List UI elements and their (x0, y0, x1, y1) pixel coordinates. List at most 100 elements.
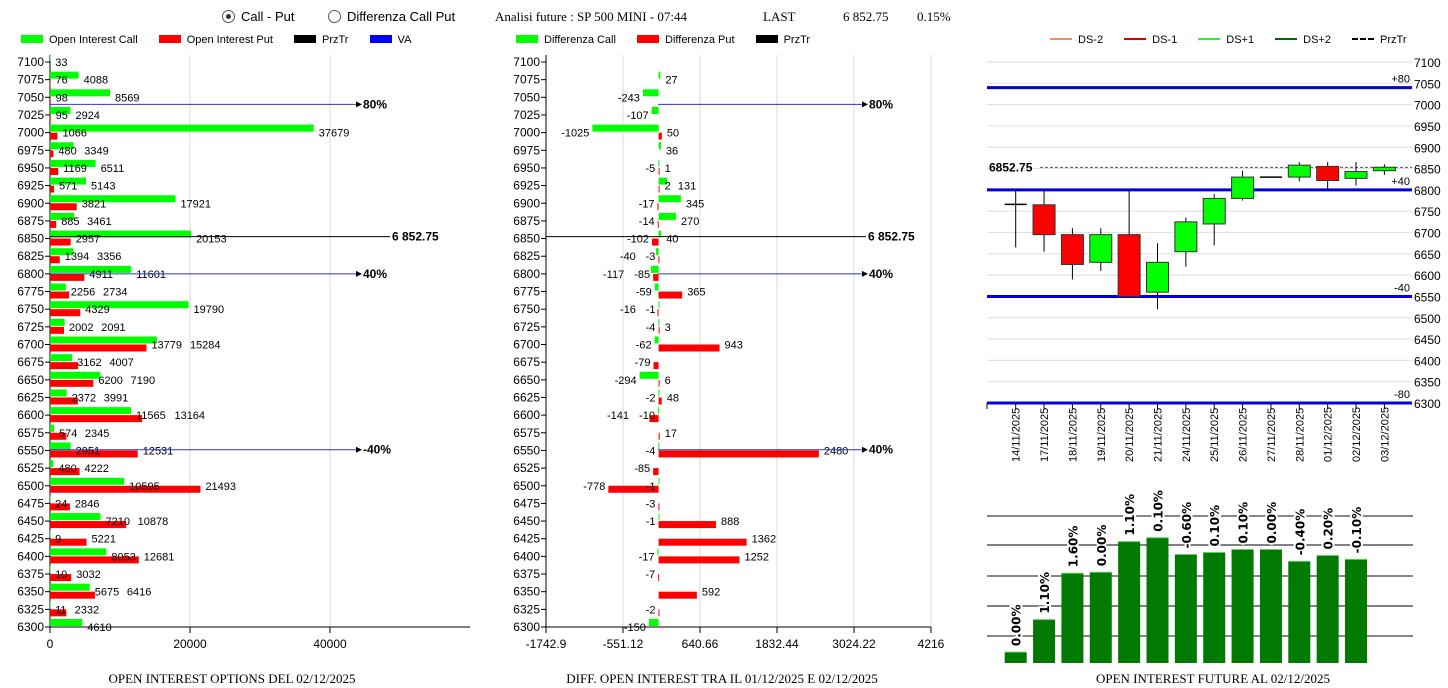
put-bar (50, 167, 59, 175)
strike-label: 7050 (17, 90, 44, 104)
legend-line-przt (1352, 38, 1375, 40)
legend-swatch-przt (294, 35, 316, 43)
call-value-label: 33 (55, 57, 67, 69)
diff-call-bar-label: -1 (646, 481, 656, 493)
call-value-label: 4088 (84, 75, 108, 87)
strike-label: 6350 (17, 585, 44, 599)
put-bar (50, 220, 57, 228)
diff-call-bar (658, 513, 660, 521)
put-bar (50, 379, 94, 387)
strike-label: 6925 (17, 179, 44, 193)
legend-label: Open Interest Call (49, 34, 138, 46)
put-value-label: 885 (61, 216, 79, 228)
future-oi-bar (1345, 559, 1368, 663)
strike-label: 7075 (17, 73, 44, 87)
strike-label: 7050 (513, 90, 540, 104)
put-bar (50, 415, 143, 423)
diff-put-bar-label: 1 (665, 163, 671, 175)
put-value-label: 21493 (205, 481, 236, 493)
diff-put-bar-label: -7 (645, 569, 655, 581)
y-tick-label: 6800 (1414, 184, 1441, 198)
radio-call-put[interactable]: Call - Put (222, 9, 294, 24)
percent-label: 0.10% (1152, 490, 1166, 532)
call-value-label: 7210 (105, 516, 129, 528)
diff-put-bar-label: -3 (646, 498, 656, 510)
diff-call-bar-label: -4 (646, 322, 656, 334)
put-bar (50, 538, 87, 546)
strike-label: 6325 (513, 602, 540, 616)
strike-label: 7100 (17, 55, 44, 69)
call-bar (50, 177, 87, 185)
percent-label: 0.20% (1322, 508, 1336, 550)
strike-label: 6750 (513, 302, 540, 316)
put-value-label: 98 (56, 92, 68, 104)
strike-label: 6500 (17, 479, 44, 493)
put-value-label: 12531 (143, 445, 174, 457)
future-oi-bar (1004, 652, 1027, 663)
va-label: -40% (363, 443, 391, 457)
strike-label: 6900 (513, 196, 540, 210)
call-bar (50, 283, 66, 291)
diff-call-bar (658, 195, 681, 203)
put-bar (50, 485, 201, 493)
band-label: -40 (1394, 282, 1410, 294)
put-bar (50, 150, 54, 158)
call-value-label: 3162 (77, 357, 101, 369)
diff-put-bar-label: 1252 (744, 551, 768, 563)
radio-differenza[interactable]: Differenza Call Put (328, 9, 455, 24)
va-label: 40% (869, 443, 893, 457)
diff-put-bar (658, 556, 740, 564)
diff-put-bar-label: 2480 (824, 445, 848, 457)
call-bar (50, 371, 101, 379)
put-value-label: 1066 (62, 128, 86, 140)
diff-put-bar-label: -85 (634, 269, 650, 281)
future-oi-bar (1061, 573, 1084, 663)
legend-swatch-va (369, 35, 392, 43)
strike-label: 6300 (17, 620, 44, 634)
call-bar (50, 477, 125, 485)
radio-selected-icon[interactable] (222, 10, 235, 23)
diff-put-bar-label: -14 (639, 216, 655, 228)
diff-put-bar (658, 450, 819, 458)
diff-put-bar (658, 538, 747, 546)
put-value-label: 4007 (109, 357, 133, 369)
percent-label: -0.60% (1180, 502, 1194, 549)
chart-title: OPEN INTEREST FUTURE AL 02/12/2025 (1096, 671, 1330, 686)
diff-call-bar (658, 301, 660, 309)
radio-unselected-icon[interactable] (328, 10, 341, 23)
future-oi-bar (1089, 572, 1112, 663)
legend-label: Differenza Put (665, 34, 735, 46)
strike-label: 6425 (513, 532, 540, 546)
call-bar (50, 89, 110, 97)
diff-call-bar (658, 318, 660, 326)
call-bar (50, 71, 79, 79)
call-value-label: 5675 (95, 587, 119, 599)
future-oi-bar (1033, 619, 1056, 663)
diff-put-bar (657, 203, 659, 211)
call-bar (50, 230, 192, 238)
y-tick-label: 6500 (1414, 312, 1441, 326)
diff-call-bar (658, 142, 661, 150)
strike-label: 6425 (17, 532, 44, 546)
put-value-label: 4911 (89, 269, 113, 281)
call-bar (50, 583, 90, 591)
strike-label: 6650 (513, 373, 540, 387)
change-percent: 0.15% (917, 9, 951, 24)
y-tick-label: 6300 (1414, 397, 1441, 411)
y-tick-label: 6450 (1414, 333, 1441, 347)
strike-label: 6550 (17, 443, 44, 457)
diff-put-bar (658, 591, 697, 599)
candle-body (1146, 261, 1169, 293)
percent-label: 1.10% (1038, 572, 1052, 614)
strike-label: 6850 (513, 232, 540, 246)
candle-body (1202, 197, 1226, 225)
y-tick-label: 7000 (1414, 99, 1441, 113)
x-tick-label: 4216 (918, 637, 945, 651)
put-value-label: 571 (59, 181, 77, 193)
diff-call-bar-label: -10 (639, 410, 655, 422)
y-tick-label: 6900 (1414, 141, 1441, 155)
candle-body (1117, 234, 1141, 297)
strike-label: 6325 (17, 602, 44, 616)
diff-call-bar-label: -243 (618, 92, 640, 104)
strike-label: 6600 (513, 408, 540, 422)
